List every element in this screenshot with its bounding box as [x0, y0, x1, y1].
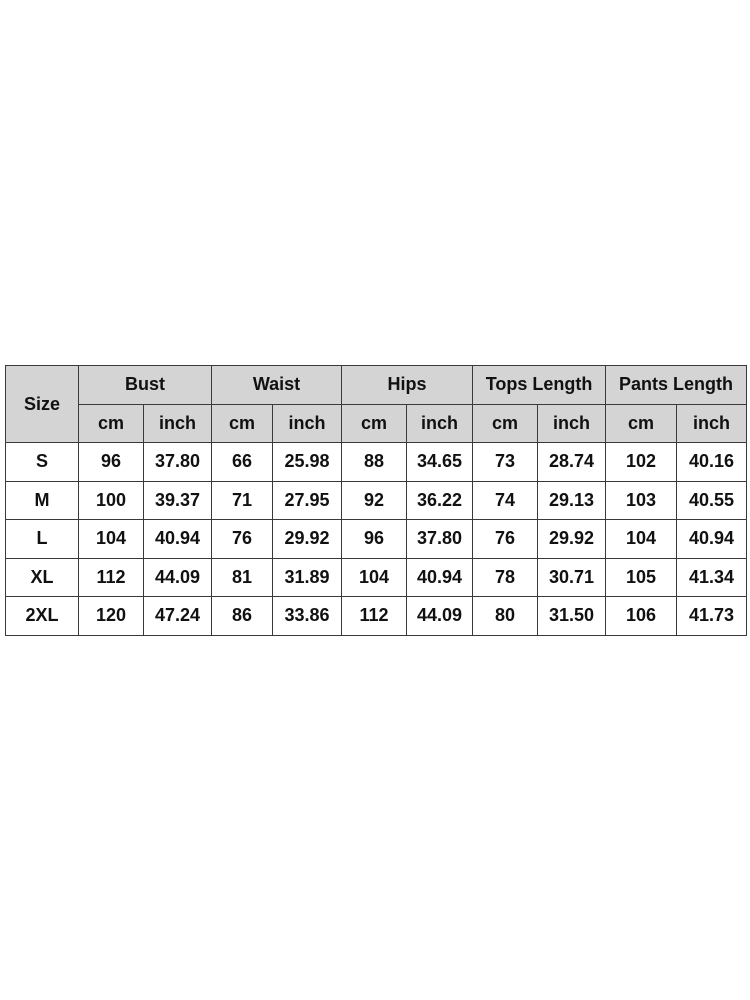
value-cell: 104 [78, 519, 144, 559]
value-cell: 103 [605, 480, 678, 520]
value-cell: 44.09 [143, 557, 212, 597]
value-cell: 33.86 [272, 596, 342, 636]
unit-header-inch: inch [272, 403, 342, 443]
value-cell: 29.13 [537, 480, 607, 520]
value-cell: 88 [341, 442, 407, 482]
group-header-hips: Hips [340, 365, 474, 405]
value-cell: 73 [472, 442, 539, 482]
size-cell: M [5, 480, 79, 520]
value-cell: 41.73 [676, 596, 748, 636]
group-header-tops-length: Tops Length [472, 365, 607, 405]
size-cell: XL [5, 557, 79, 597]
table-row: M 100 39.37 71 27.95 92 36.22 74 29.13 103 40.55 [5, 480, 748, 520]
unit-header-cm: cm [472, 403, 539, 443]
value-cell: 104 [341, 557, 407, 597]
value-cell: 80 [472, 596, 539, 636]
value-cell: 102 [605, 442, 678, 482]
value-cell: 34.65 [405, 442, 474, 482]
unit-header-row: cm inch cm inch cm inch cm inch cm inch [6, 403, 748, 443]
unit-header-cm: cm [78, 403, 144, 443]
value-cell: 120 [78, 596, 144, 636]
table-row: L 104 40.94 76 29.92 96 37.80 76 29.92 104 40.94 [5, 519, 748, 559]
group-header-row: Size Bust Waist Hips Tops Length Pants L… [5, 365, 748, 443]
value-cell: 37.80 [405, 519, 474, 559]
unit-header-inch: inch [537, 403, 607, 443]
value-cell: 78 [472, 557, 539, 597]
table-row: S 96 37.80 66 25.98 88 34.65 73 28.74 102 40.16 [5, 442, 748, 482]
value-cell: 71 [211, 480, 273, 520]
value-cell: 47.24 [143, 596, 212, 636]
size-header: Size [5, 365, 79, 443]
size-cell: S [5, 442, 79, 482]
value-cell: 96 [341, 519, 407, 559]
value-cell: 92 [341, 480, 407, 520]
value-cell: 29.92 [272, 519, 342, 559]
value-cell: 76 [211, 519, 273, 559]
table-row: 2XL 120 47.24 86 33.86 112 44.09 80 31.50 106 41.7… [5, 596, 748, 636]
value-cell: 66 [211, 442, 273, 482]
unit-header-cm: cm [211, 403, 273, 443]
value-cell: 112 [78, 557, 144, 597]
value-cell: 30.71 [537, 557, 607, 597]
value-cell: 86 [211, 596, 273, 636]
value-cell: 74 [472, 480, 539, 520]
value-cell: 40.94 [676, 519, 748, 559]
value-cell: 27.95 [272, 480, 342, 520]
value-cell: 44.09 [405, 596, 474, 636]
group-header-waist: Waist [211, 365, 342, 405]
unit-header-inch: inch [143, 403, 212, 443]
value-cell: 96 [78, 442, 144, 482]
value-cell: 81 [211, 557, 273, 597]
value-cell: 40.55 [676, 480, 748, 520]
unit-header-cm: cm [605, 403, 678, 443]
value-cell: 31.50 [537, 596, 607, 636]
value-cell: 104 [605, 519, 678, 559]
value-cell: 76 [472, 519, 539, 559]
value-cell: 39.37 [143, 480, 212, 520]
value-cell: 41.34 [676, 557, 748, 597]
value-cell: 25.98 [272, 442, 342, 482]
value-cell: 100 [78, 480, 144, 520]
group-header-bust: Bust [78, 365, 212, 405]
value-cell: 105 [605, 557, 678, 597]
value-cell: 112 [341, 596, 407, 636]
unit-header-cm: cm [341, 403, 407, 443]
unit-header-inch: inch [676, 403, 748, 443]
group-header-pants-length: Pants Length [605, 365, 748, 405]
value-cell: 31.89 [272, 557, 342, 597]
unit-header-inch: inch [405, 403, 474, 443]
value-cell: 40.94 [405, 557, 474, 597]
value-cell: 36.22 [405, 480, 474, 520]
value-cell: 106 [605, 596, 678, 636]
size-cell: 2XL [5, 596, 79, 636]
size-cell: L [5, 519, 79, 559]
size-chart-table: Size Bust Waist Hips Tops Length Pants L… [5, 365, 748, 636]
value-cell: 40.94 [143, 519, 212, 559]
value-cell: 37.80 [143, 442, 212, 482]
value-cell: 29.92 [537, 519, 607, 559]
value-cell: 28.74 [537, 442, 607, 482]
table-row: XL 112 44.09 81 31.89 104 40.94 78 30.71 105 41.34 [5, 557, 748, 597]
value-cell: 40.16 [676, 442, 748, 482]
